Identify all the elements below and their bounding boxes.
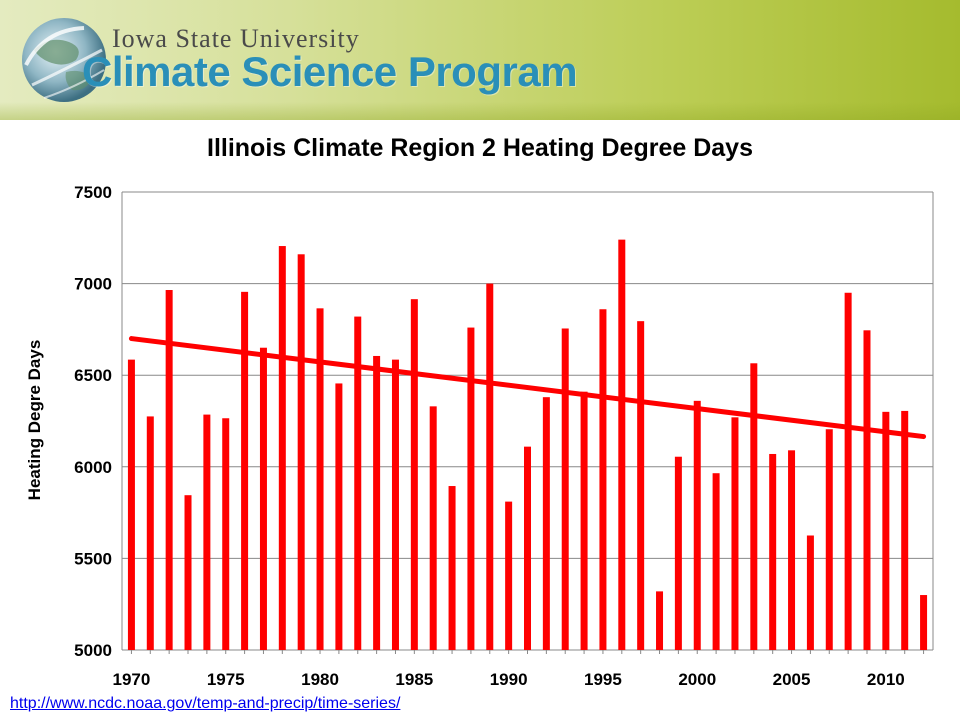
globe-icon [22, 18, 106, 102]
x-tick-label: 2005 [773, 670, 811, 689]
bar [467, 327, 475, 650]
y-tick-label: 6500 [74, 366, 112, 385]
program-name: Climate Science Program [82, 48, 578, 95]
bar [278, 246, 286, 650]
bar [750, 363, 758, 650]
bar [297, 254, 305, 650]
bar [184, 495, 192, 650]
bar [524, 446, 531, 650]
bar [656, 591, 664, 650]
bar [222, 418, 230, 650]
y-tick-label: 6000 [74, 458, 112, 477]
bar [561, 328, 569, 650]
x-tick-labels: 1970 1975 1980 1985 1990 1995 2000 2005 2010 [113, 670, 905, 689]
bar [241, 291, 249, 650]
x-tick-label: 2010 [867, 670, 905, 689]
trend-line [128, 336, 927, 440]
bar [844, 292, 852, 650]
y-tick-label: 5000 [74, 641, 112, 660]
bar [410, 299, 418, 650]
bar [165, 290, 173, 650]
y-tick-labels: 5000 5500 6000 6500 7000 7500 [74, 183, 112, 660]
bar [146, 416, 154, 650]
y-tick-label: 5500 [74, 549, 112, 568]
bar [127, 359, 135, 650]
bar [674, 456, 682, 650]
bar [505, 501, 513, 650]
bar [920, 595, 928, 650]
university-name: Iowa State University [112, 24, 360, 53]
x-tick-label: 1980 [301, 670, 339, 689]
x-tick-label: 1990 [490, 670, 528, 689]
y-tick-label: 7500 [74, 183, 112, 202]
bar [693, 400, 701, 650]
bar [825, 429, 833, 650]
bar [542, 397, 550, 650]
bar [863, 330, 871, 650]
y-axis-label: Heating Degre Days [25, 340, 44, 501]
bar [712, 473, 720, 650]
bar [599, 309, 607, 650]
bar [637, 321, 645, 650]
bars [127, 239, 928, 650]
chart-title: Illinois Climate Region 2 Heating Degree… [207, 134, 753, 162]
bar [429, 406, 437, 650]
bar [580, 391, 588, 650]
bar [901, 410, 909, 650]
source-link[interactable]: http://www.ncdc.noaa.gov/temp-and-precip… [10, 695, 401, 712]
bar [882, 411, 890, 650]
bar [618, 239, 626, 650]
bar [335, 383, 343, 650]
bar [373, 355, 381, 650]
x-tick-label: 1985 [395, 670, 433, 689]
bar [203, 414, 211, 650]
x-tick-label: 1975 [207, 670, 245, 689]
bar [448, 486, 456, 650]
bar [769, 453, 777, 650]
y-tick-label: 7000 [74, 275, 112, 294]
bar [354, 316, 362, 650]
x-tick-label: 2000 [678, 670, 716, 689]
x-tick-label: 1995 [584, 670, 622, 689]
bar [486, 283, 494, 650]
bar [806, 535, 814, 650]
bar [788, 450, 796, 650]
bar [316, 308, 324, 650]
header-banner: Iowa State University Climate Science Pr… [0, 0, 960, 120]
bar [259, 347, 267, 650]
x-tick-label: 1970 [113, 670, 151, 689]
bar [731, 417, 739, 650]
bar [391, 359, 399, 650]
